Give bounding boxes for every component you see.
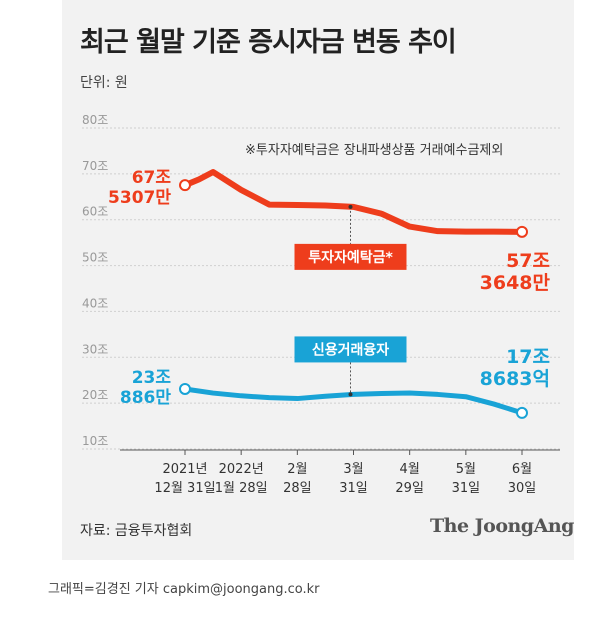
start-value-label: 67조 [132, 168, 172, 188]
x-tick-label: 5월 [456, 462, 476, 477]
end-value-label: 57조 [506, 250, 550, 272]
x-tick-label: 4월 [400, 462, 420, 477]
series-line [182, 169, 525, 235]
chart-background [62, 0, 574, 560]
x-tick-label: 12월 31일 [154, 481, 215, 496]
x-tick-label: 31일 [339, 481, 368, 496]
x-tick-label: 3월 [343, 462, 363, 477]
unit-label: 단위: 원 [80, 75, 128, 91]
graphic-credit: 그래픽=김경진 기자 capkim@joongang.co.kr [48, 582, 320, 597]
x-tick-label: 2월 [287, 462, 307, 477]
series-line [182, 386, 525, 416]
y-tick-label: 40조 [82, 296, 108, 310]
chart-title: 최근 월말 기준 증시자금 변동 추이 [80, 27, 457, 58]
y-tick-label: 10조 [82, 434, 108, 448]
y-tick-label: 70조 [82, 159, 108, 173]
x-tick-label: 2021년 [162, 462, 207, 477]
start-value-label: 23조 [132, 368, 172, 388]
footnote: ※투자자예탁금은 장내파생상품 거래예수금제외 [245, 143, 504, 158]
start-value-label: 886만 [120, 388, 171, 408]
x-tick-label: 2022년 [219, 462, 264, 477]
start-point-marker [179, 179, 191, 192]
y-tick-label: 30조 [82, 342, 108, 356]
series-connector-dot [348, 204, 353, 209]
end-point-marker [516, 406, 528, 419]
x-tick-label: 31일 [452, 481, 481, 496]
end-value-label: 8683억 [480, 368, 550, 390]
x-tick-label: 30일 [508, 481, 537, 496]
x-tick-label: 6월 [512, 462, 532, 477]
y-tick-label: 80조 [82, 113, 108, 127]
series-name-label: 투자자예탁금* [308, 249, 393, 266]
series-name-box [294, 243, 407, 270]
series-connector-dot [348, 392, 353, 397]
y-tick-label: 60조 [82, 205, 108, 219]
source-label: 자료: 금융투자협회 [80, 523, 193, 539]
start-point-marker [179, 382, 191, 395]
y-tick-label: 20조 [82, 388, 108, 402]
end-value-label: 3648만 [480, 272, 551, 294]
end-point-marker [516, 225, 528, 238]
x-tick-label: 29일 [395, 481, 424, 496]
end-value-label: 17조 [506, 346, 550, 368]
series-name-box [294, 336, 407, 363]
x-tick-label: 1월 28일 [215, 481, 268, 496]
start-value-label: 5307만 [108, 188, 171, 208]
x-tick-label: 28일 [283, 481, 312, 496]
series-name-label: 신용거래융자 [312, 342, 389, 358]
y-tick-label: 50조 [82, 251, 108, 265]
publisher-logo: The JoongAng [430, 515, 574, 537]
